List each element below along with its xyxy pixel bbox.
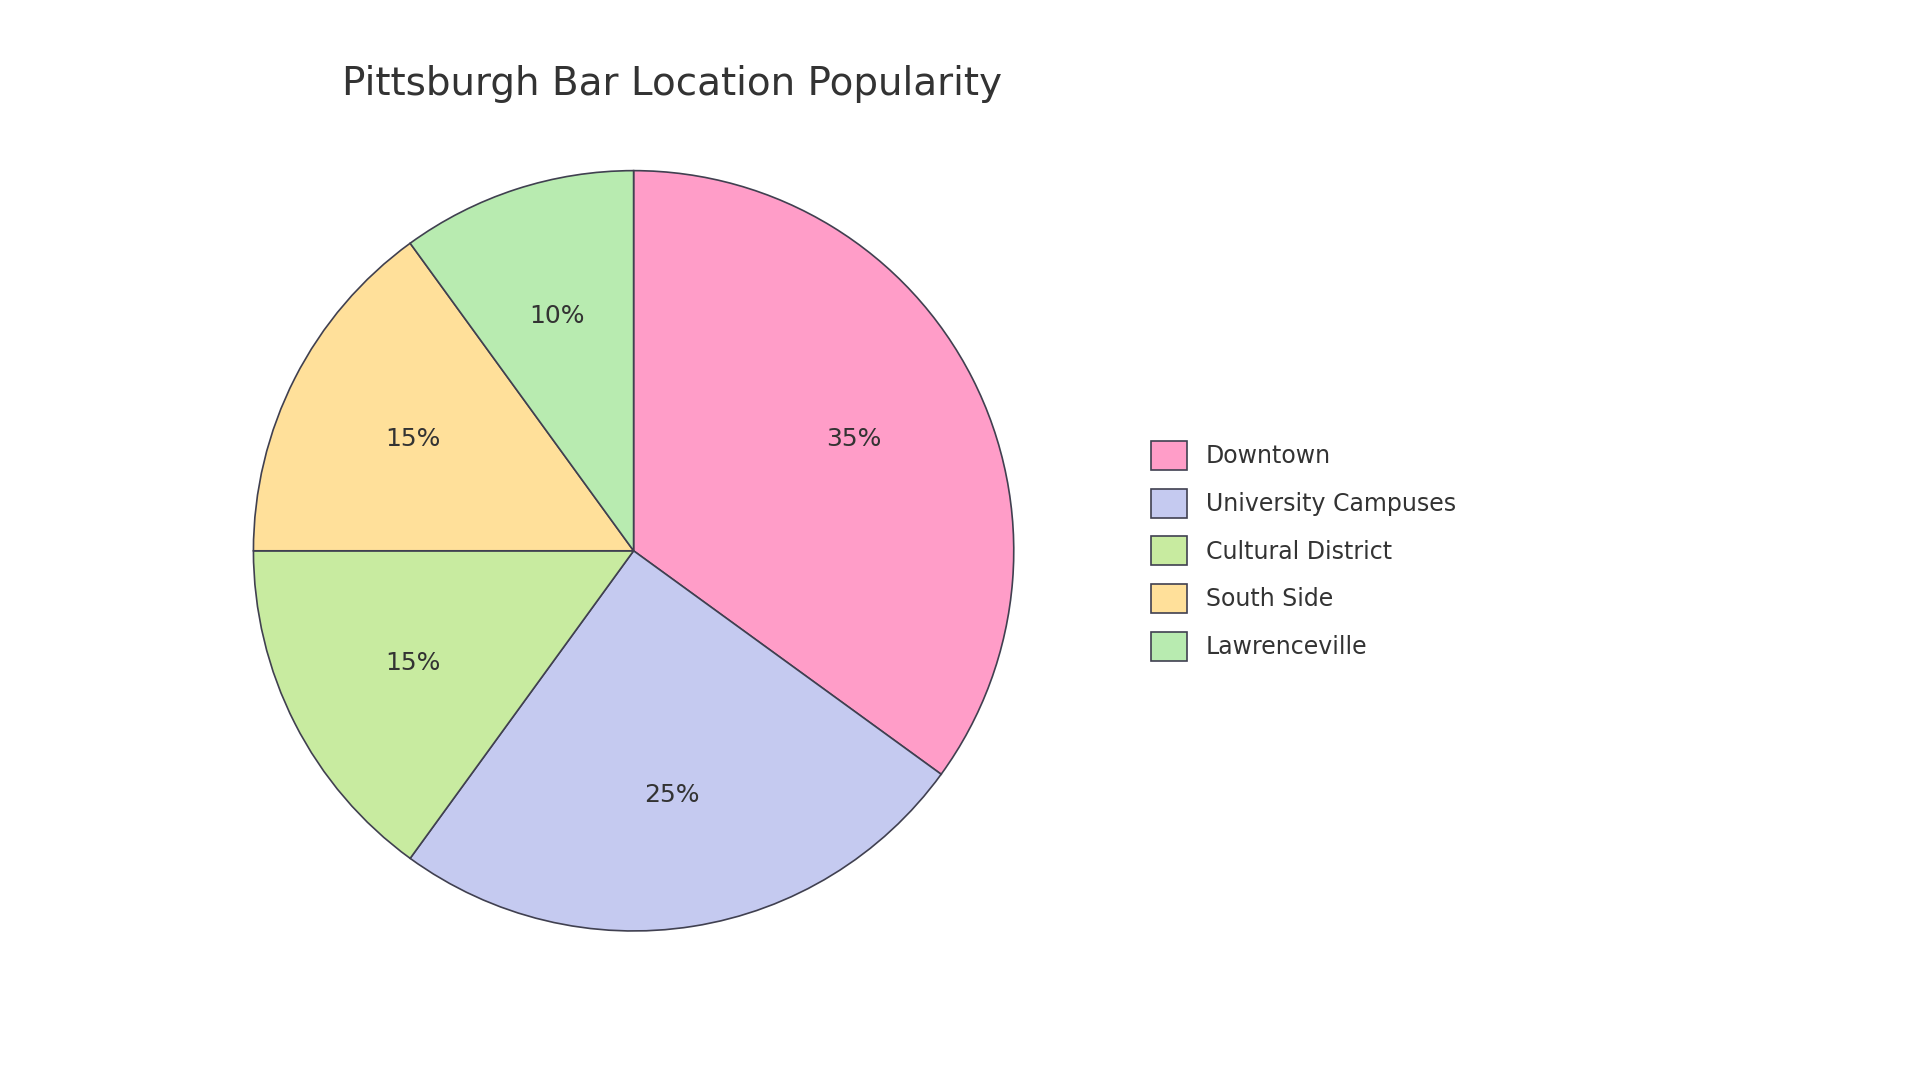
- Text: 25%: 25%: [645, 783, 701, 807]
- Wedge shape: [253, 551, 634, 859]
- Wedge shape: [634, 171, 1014, 774]
- Text: 10%: 10%: [530, 303, 586, 328]
- Wedge shape: [411, 551, 941, 931]
- Text: Pittsburgh Bar Location Popularity: Pittsburgh Bar Location Popularity: [342, 65, 1002, 103]
- Wedge shape: [253, 243, 634, 551]
- Text: 15%: 15%: [386, 427, 442, 450]
- Text: 15%: 15%: [386, 651, 442, 675]
- Wedge shape: [411, 171, 634, 551]
- Text: 35%: 35%: [826, 427, 881, 450]
- Legend: Downtown, University Campuses, Cultural District, South Side, Lawrenceville: Downtown, University Campuses, Cultural …: [1140, 429, 1467, 673]
